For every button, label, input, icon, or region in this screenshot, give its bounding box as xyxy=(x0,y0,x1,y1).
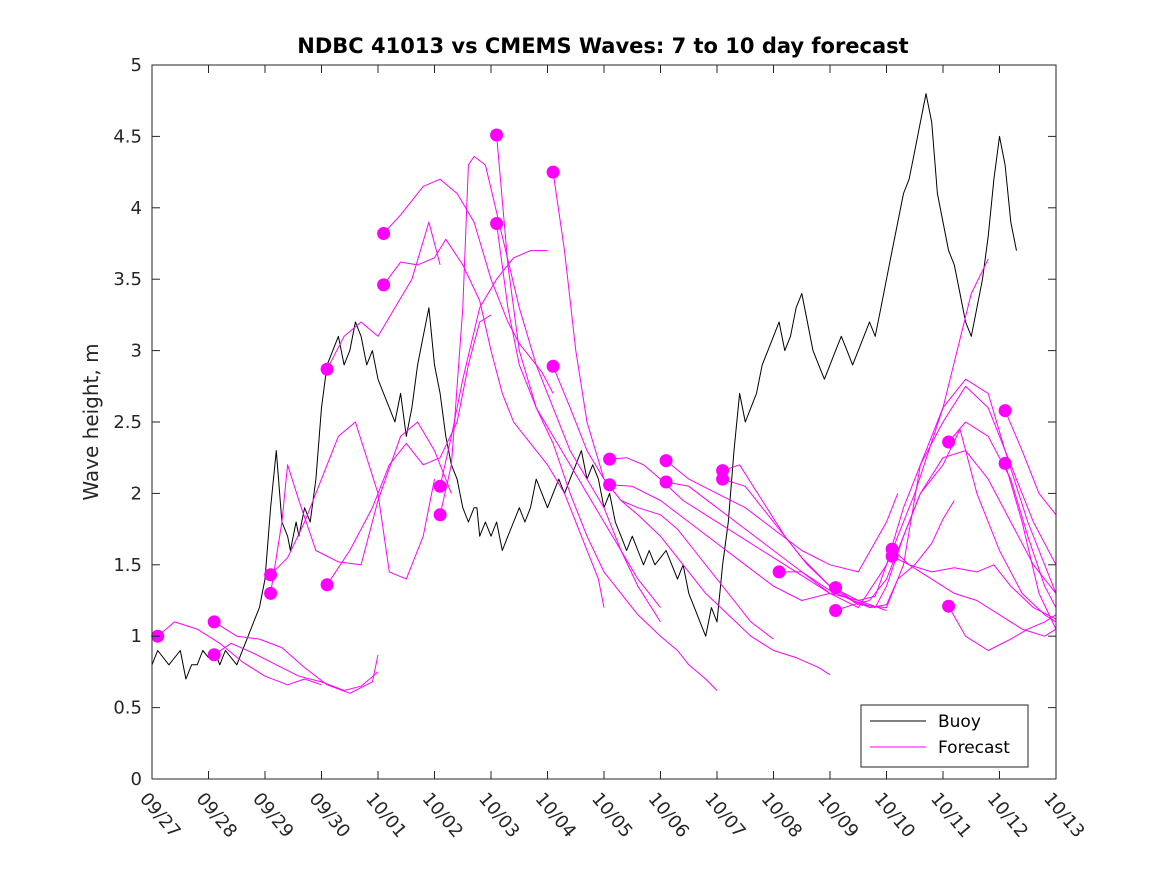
forecast-start-marker xyxy=(377,278,391,292)
forecast-start-marker xyxy=(659,454,673,468)
series-line-forecast xyxy=(948,421,1057,608)
forecast-start-marker xyxy=(603,452,617,466)
forecast-start-marker xyxy=(546,359,560,373)
forecast-start-marker xyxy=(885,549,899,563)
forecast-start-marker xyxy=(772,565,786,579)
y-tick-label: 3 xyxy=(131,341,142,362)
forecast-start-marker xyxy=(207,615,221,629)
forecast-start-marker xyxy=(207,648,221,662)
series-line-forecast xyxy=(326,314,492,586)
series-line-forecast xyxy=(496,134,718,691)
series-line-forecast xyxy=(383,238,605,608)
forecast-start-marker xyxy=(998,456,1012,470)
forecast-start-marker xyxy=(490,217,504,230)
forecast-start-marker xyxy=(942,435,956,449)
forecast-markers xyxy=(151,128,1012,662)
forecast-start-marker xyxy=(942,599,956,613)
series-line-forecast xyxy=(835,450,1057,611)
legend: Buoy Forecast xyxy=(860,704,1029,768)
series-line-forecast xyxy=(722,385,1057,601)
forecast-start-marker xyxy=(377,227,391,240)
y-tick-label: 2 xyxy=(131,483,142,504)
series-line-forecast xyxy=(948,605,1057,651)
forecast-start-marker xyxy=(264,568,278,582)
forecast-start-marker xyxy=(320,362,334,376)
legend-label-forecast: Forecast xyxy=(938,738,1010,758)
series-line-forecast xyxy=(552,172,774,640)
series-line-forecast xyxy=(157,621,322,686)
y-tick-label: 1.5 xyxy=(113,555,142,576)
series-line-forecast xyxy=(496,223,661,608)
forecast-start-marker xyxy=(998,404,1012,418)
y-axis-label: Wave height, m xyxy=(79,343,103,500)
plot-area xyxy=(152,65,1056,779)
series-line-forecast xyxy=(439,250,548,487)
legend-label-buoy: Buoy xyxy=(938,712,981,732)
y-tick-label: 0.5 xyxy=(113,698,142,719)
forecast-start-marker xyxy=(264,586,278,600)
series-line-forecast xyxy=(552,366,831,676)
series-line-forecast xyxy=(1004,410,1057,516)
y-tick-label: 1 xyxy=(131,626,142,647)
forecast-start-marker xyxy=(320,578,334,592)
series-line-forecast xyxy=(891,555,1057,620)
forecast-start-marker xyxy=(829,604,843,617)
forecast-start-marker xyxy=(659,475,673,489)
y-tick-label: 4 xyxy=(131,198,142,219)
forecast-start-marker xyxy=(603,478,617,492)
forecast-start-marker xyxy=(546,165,560,179)
series-line-forecast xyxy=(439,155,661,623)
forecast-start-marker xyxy=(433,479,447,493)
series-line-buoy xyxy=(151,93,1017,680)
series-line-forecast xyxy=(383,178,554,394)
series-line-forecast xyxy=(213,621,379,694)
series-layer xyxy=(151,93,1057,694)
series-line-forecast xyxy=(270,421,452,594)
series-line-forecast xyxy=(270,421,435,580)
y-axis: 0 0.5 1 1.5 2 2.5 3 3.5 4 4.5 5 xyxy=(113,55,1056,790)
y-tick-label: 3.5 xyxy=(113,269,142,290)
series-line-forecast xyxy=(891,548,1057,637)
series-line-forecast xyxy=(213,642,379,691)
forecast-start-marker xyxy=(829,581,843,595)
series-line-forecast xyxy=(609,484,831,601)
forecast-start-marker xyxy=(716,472,730,486)
y-tick-label: 5 xyxy=(131,55,142,76)
forecast-start-marker xyxy=(433,508,447,522)
chart-title: NDBC 41013 vs CMEMS Waves: 7 to 10 day f… xyxy=(297,34,908,58)
legend-box xyxy=(860,704,1029,768)
y-tick-label: 4.5 xyxy=(113,126,142,147)
y-tick-label: 2.5 xyxy=(113,412,142,433)
series-line-forecast xyxy=(326,221,441,370)
series-line-forecast xyxy=(1004,463,1057,630)
forecast-start-marker xyxy=(490,128,504,142)
y-tick-label: 0 xyxy=(131,769,142,790)
